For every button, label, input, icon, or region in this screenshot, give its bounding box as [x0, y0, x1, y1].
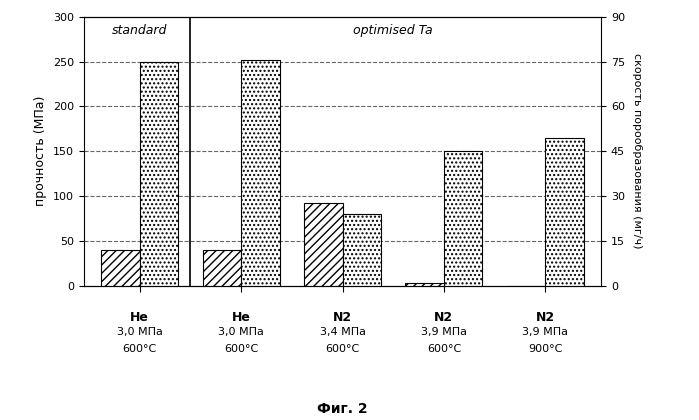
- Bar: [304, 203, 343, 286]
- Bar: [101, 250, 140, 286]
- Text: N2: N2: [434, 311, 454, 323]
- Bar: [405, 283, 444, 286]
- Text: standard: standard: [112, 24, 167, 37]
- Text: N2: N2: [333, 311, 352, 323]
- Text: 600°C: 600°C: [122, 344, 157, 354]
- Bar: [241, 60, 280, 286]
- Text: 3,9 МПа: 3,9 МПа: [522, 327, 568, 337]
- Bar: [545, 138, 584, 286]
- Text: 900°C: 900°C: [528, 344, 563, 354]
- Bar: [203, 250, 241, 286]
- Text: Фиг. 2: Фиг. 2: [317, 402, 368, 416]
- Text: 600°C: 600°C: [224, 344, 258, 354]
- Bar: [343, 214, 381, 286]
- Text: 3,4 МПа: 3,4 МПа: [319, 327, 366, 337]
- Text: 3,9 МПа: 3,9 МПа: [421, 327, 467, 337]
- Text: He: He: [130, 311, 149, 323]
- Text: He: He: [231, 311, 250, 323]
- Text: optimised Ta: optimised Ta: [354, 24, 433, 37]
- Bar: [444, 151, 482, 286]
- Y-axis label: прочность (МПа): прочность (МПа): [34, 96, 48, 206]
- Text: 600°C: 600°C: [326, 344, 359, 354]
- Text: 3,0 МПа: 3,0 МПа: [218, 327, 264, 337]
- Text: N2: N2: [536, 311, 555, 323]
- Text: 3,0 МПа: 3,0 МПа: [117, 327, 163, 337]
- Text: 600°C: 600°C: [427, 344, 461, 354]
- Y-axis label: скорость порообразования (мг/ч): скорость порообразования (мг/ч): [632, 53, 642, 249]
- Bar: [140, 62, 178, 286]
